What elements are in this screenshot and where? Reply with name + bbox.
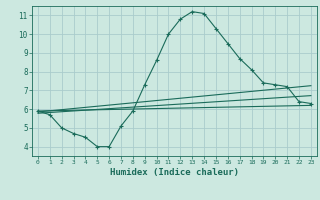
X-axis label: Humidex (Indice chaleur): Humidex (Indice chaleur) [110, 168, 239, 177]
